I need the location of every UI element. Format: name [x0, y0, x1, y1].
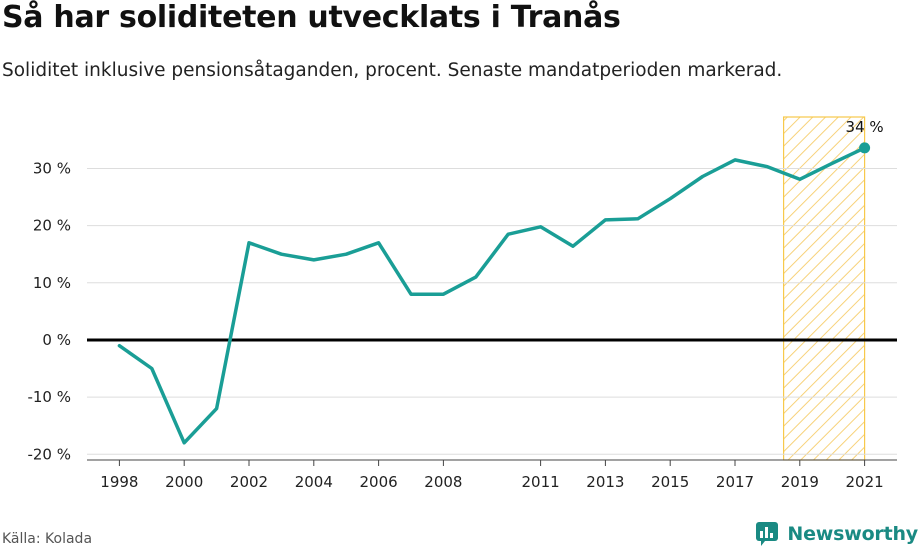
x-tick-label: 2017 [716, 473, 754, 491]
x-tick-label: 1998 [100, 473, 138, 491]
y-tick-label: 30 % [33, 159, 71, 177]
y-tick-label: -20 % [27, 445, 71, 463]
x-tick-label: 2002 [230, 473, 268, 491]
y-tick-label: -10 % [27, 388, 71, 406]
end-point-marker [859, 142, 871, 154]
series-line [117, 146, 867, 445]
end-value-label: 34 % [846, 118, 884, 136]
newsworthy-logo-icon [756, 522, 779, 546]
brand-name: Newsworthy [787, 523, 918, 545]
x-tick-label: 2011 [522, 473, 560, 491]
highlight-period [783, 117, 865, 460]
y-tick-label: 10 % [33, 274, 71, 292]
y-tick-label: 20 % [33, 217, 71, 235]
chart-title: Så har soliditeten utvecklats i Tranås [2, 0, 621, 35]
x-tick-label: 2000 [165, 473, 203, 491]
x-tick-label: 2019 [781, 473, 819, 491]
x-tick-label: 2013 [586, 473, 624, 491]
y-tick-label: 0 % [42, 331, 71, 349]
x-tick-label: 2004 [295, 473, 333, 491]
x-tick-label: 2006 [360, 473, 398, 491]
x-tick-label: 2015 [651, 473, 689, 491]
newsworthy-logo: Newsworthy [755, 521, 918, 547]
x-tick-label: 2008 [424, 473, 462, 491]
chart-subtitle: Soliditet inklusive pensionsåtaganden, p… [2, 60, 783, 81]
source-note: Källa: Kolada [2, 531, 93, 547]
x-tick-label: 2021 [846, 473, 884, 491]
